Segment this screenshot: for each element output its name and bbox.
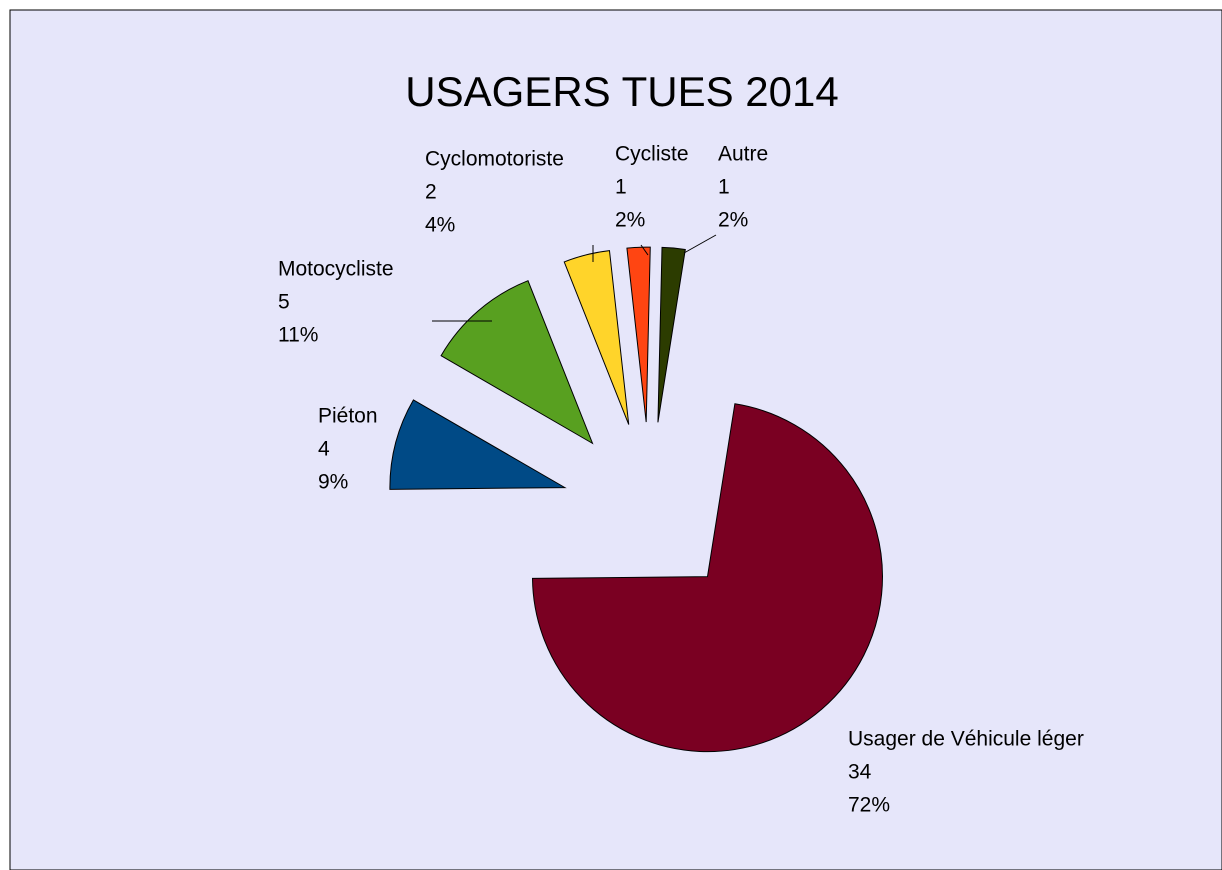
- slice-value: 1: [615, 176, 627, 199]
- chart-title: USAGERS TUES 2014: [405, 68, 838, 115]
- slice-label: Cycliste: [615, 143, 689, 166]
- leader-line: [640, 244, 649, 256]
- slice-percent: 9%: [318, 471, 348, 494]
- slice-percent: 72%: [848, 794, 890, 817]
- pie-slice: [531, 403, 883, 753]
- slice-label: Motocycliste: [278, 258, 394, 281]
- slice-value: 4: [318, 438, 330, 461]
- slice-label: Cyclomotoriste: [425, 148, 564, 171]
- slice-label: Usager de Véhicule léger: [848, 728, 1084, 751]
- pie-slice: [389, 399, 567, 490]
- slice-percent: 11%: [278, 324, 318, 347]
- pie-slice: [563, 250, 630, 425]
- leader-line: [683, 234, 717, 254]
- slice-percent: 4%: [425, 214, 455, 237]
- slice-value: 1: [718, 176, 730, 199]
- pie-slice: [626, 246, 651, 423]
- slice-percent: 2%: [615, 209, 645, 232]
- slice-value: 5: [278, 291, 290, 314]
- slice-value: 2: [425, 181, 437, 204]
- chart-background: [9, 9, 1222, 870]
- slice-percent: 2%: [718, 209, 748, 232]
- pie-slice: [657, 246, 686, 423]
- slice-label: Autre: [718, 143, 768, 166]
- slice-value: 34: [848, 761, 872, 784]
- slice-label: Piéton: [318, 405, 378, 428]
